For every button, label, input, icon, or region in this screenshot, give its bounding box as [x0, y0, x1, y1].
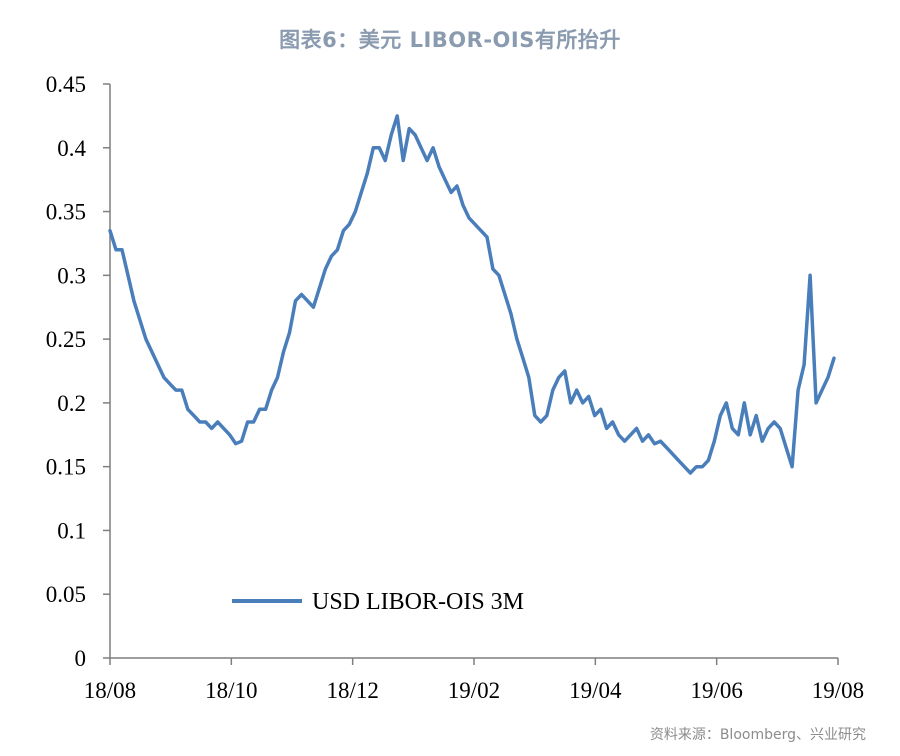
y-tick-label: 0.4 — [57, 136, 86, 161]
y-tick-label: 0.2 — [57, 391, 86, 416]
x-tick-label: 19/06 — [690, 678, 742, 703]
y-tick-label: 0 — [75, 646, 87, 671]
y-axis-ticks: 0 0.05 0.1 0.15 0.2 0.25 0.3 0.35 0.4 0.45 — [46, 72, 110, 671]
series-line-0 — [108, 114, 836, 475]
y-tick-label: 0.3 — [57, 263, 86, 288]
legend-label: USD LIBOR-OIS 3M — [312, 589, 524, 615]
x-tick-label: 19/08 — [812, 678, 864, 703]
x-tick-label: 18/12 — [326, 678, 378, 703]
chart-title: 图表6：美元 LIBOR-OIS有所抬升 — [279, 28, 621, 52]
x-tick-label: 18/08 — [84, 678, 136, 703]
x-axis-ticks: 18/08 18/10 18/12 19/02 19/04 19/06 19/08 — [84, 658, 864, 703]
y-tick-label: 0.25 — [46, 327, 86, 352]
x-tick-label: 18/10 — [205, 678, 257, 703]
y-tick-label: 0.05 — [46, 582, 86, 607]
y-tick-label: 0.1 — [57, 518, 86, 543]
y-tick-label: 0.35 — [46, 200, 86, 225]
x-tick-label: 19/02 — [448, 678, 500, 703]
y-tick-label: 0.15 — [46, 455, 86, 480]
legend: USD LIBOR-OIS 3M — [232, 589, 524, 615]
series-layer — [108, 114, 836, 475]
y-tick-label: 0.45 — [46, 72, 86, 97]
source-note: 资料来源：Bloomberg、兴业研究 — [649, 727, 866, 743]
x-tick-label: 19/04 — [569, 678, 622, 703]
axes — [109, 84, 838, 659]
